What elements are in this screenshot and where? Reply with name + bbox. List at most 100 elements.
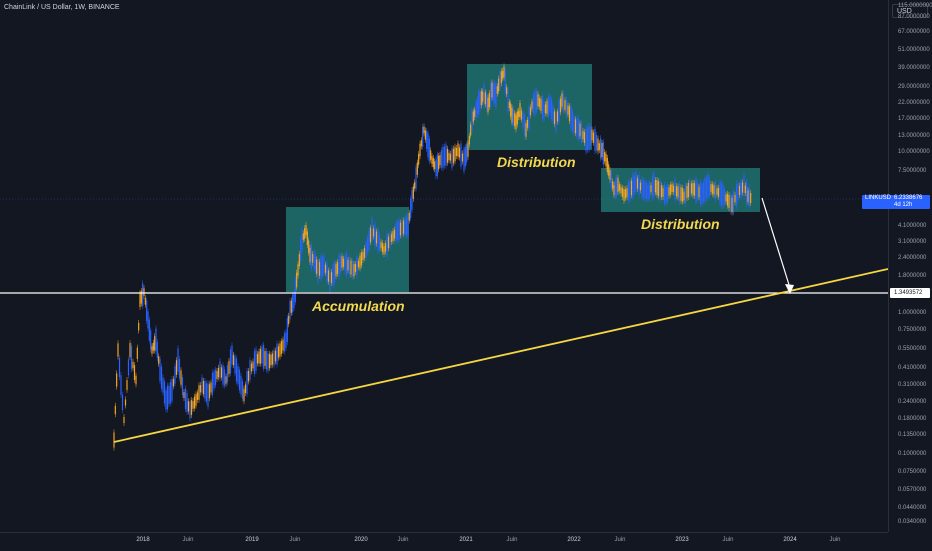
candle-body: [723, 188, 726, 205]
candle-body: [285, 332, 287, 348]
candle-body: [438, 155, 440, 170]
candle-body: [474, 109, 476, 117]
candle-body: [484, 92, 486, 105]
chart-area[interactable]: Accumulation Distribution Distribution C…: [0, 0, 889, 532]
candle-body: [499, 71, 501, 89]
candle-body: [354, 264, 357, 272]
price-scale[interactable]: [888, 0, 932, 532]
candle-body: [665, 186, 667, 204]
candle-body: [719, 182, 721, 204]
candle-body: [362, 252, 364, 260]
price-tick-label: 115.0000000: [898, 3, 932, 9]
price-tick-label: 0.0340000: [898, 519, 927, 525]
candle-body: [241, 381, 244, 399]
candle-body: [748, 187, 750, 207]
candle-body: [327, 270, 330, 282]
candle-body: [726, 193, 729, 206]
candle-body: [478, 91, 480, 115]
price-chart[interactable]: Accumulation Distribution Distribution: [0, 0, 889, 532]
candle-body: [495, 83, 497, 107]
time-scale[interactable]: [0, 532, 888, 551]
distribution-label-1[interactable]: Distribution: [497, 154, 576, 170]
candle-body: [407, 214, 409, 236]
candle-body: [690, 183, 693, 194]
candle-body: [708, 178, 711, 196]
candle-body: [463, 148, 465, 172]
candle-body: [644, 181, 646, 199]
price-tick-label: 3.1000000: [898, 239, 927, 245]
candle-body: [374, 223, 376, 247]
candle-body: [592, 132, 595, 143]
time-tick-label: 2020: [354, 537, 368, 543]
candle-body: [636, 178, 639, 189]
candle-body: [540, 99, 542, 111]
candle-body: [528, 106, 530, 129]
candle-body: [341, 256, 343, 268]
candle-body: [350, 260, 352, 275]
candle-body: [678, 183, 681, 203]
candle-body: [546, 101, 548, 114]
candle-body: [418, 154, 420, 165]
candle-body: [556, 111, 559, 122]
candle-body: [168, 385, 170, 405]
symbol-title[interactable]: ChainLink / US Dollar, 1W, BINANCE: [4, 4, 120, 11]
candle-body: [184, 388, 187, 409]
candle-body: [135, 375, 137, 385]
candle-body: [550, 99, 553, 119]
time-tick-label: Juin: [506, 537, 518, 543]
candle-body: [380, 241, 382, 249]
candle-body: [564, 100, 566, 110]
candle-body: [143, 288, 145, 296]
currency-button[interactable]: USD: [892, 4, 928, 18]
candle-body: [698, 186, 700, 198]
candle-body: [156, 341, 158, 359]
candle-body: [330, 272, 333, 283]
candle-body: [504, 69, 506, 94]
candle-body: [659, 180, 661, 200]
candle-body: [732, 191, 735, 213]
candle-body: [133, 365, 136, 380]
candle-body: [265, 351, 268, 370]
candle-body: [274, 350, 277, 362]
candle-body: [144, 298, 146, 305]
candle-body: [386, 233, 388, 257]
candle-body: [210, 382, 212, 393]
candle-body: [547, 96, 550, 117]
candle-body: [716, 188, 718, 195]
accumulation-box[interactable]: [286, 207, 409, 292]
candle-body: [720, 182, 723, 206]
candle-body: [731, 197, 733, 213]
candle-body: [586, 127, 589, 151]
support-trendline[interactable]: [113, 268, 889, 443]
candle-body: [416, 162, 418, 175]
candle-body: [689, 180, 691, 196]
candle-body: [464, 146, 466, 167]
candle-body: [261, 346, 263, 364]
price-tick-label: 0.7500000: [898, 327, 927, 333]
candle-body: [332, 264, 334, 286]
candle-body: [616, 177, 618, 197]
candle-body: [567, 105, 569, 115]
candle-body: [219, 361, 221, 379]
projection-arrow-line[interactable]: [761, 197, 791, 289]
candle-body: [609, 170, 611, 180]
candle-body: [729, 195, 732, 212]
candle-body: [304, 228, 306, 239]
candle-body: [510, 103, 512, 117]
candle-body: [226, 365, 229, 383]
candle-body: [129, 343, 131, 357]
candle-body: [123, 416, 125, 424]
distribution-label-2[interactable]: Distribution: [641, 216, 720, 232]
candle-body: [541, 96, 544, 119]
candle-body: [240, 375, 242, 395]
accumulation-label[interactable]: Accumulation: [311, 298, 405, 314]
candle-body: [568, 106, 571, 122]
candle-body: [549, 97, 551, 113]
candle-body: [297, 264, 299, 276]
candle-body: [189, 401, 191, 419]
candle-body: [573, 116, 575, 134]
price-tick-label: 0.3100000: [898, 382, 927, 388]
candle-body: [583, 132, 586, 143]
candle-body: [336, 262, 339, 274]
candle-body: [195, 394, 197, 406]
